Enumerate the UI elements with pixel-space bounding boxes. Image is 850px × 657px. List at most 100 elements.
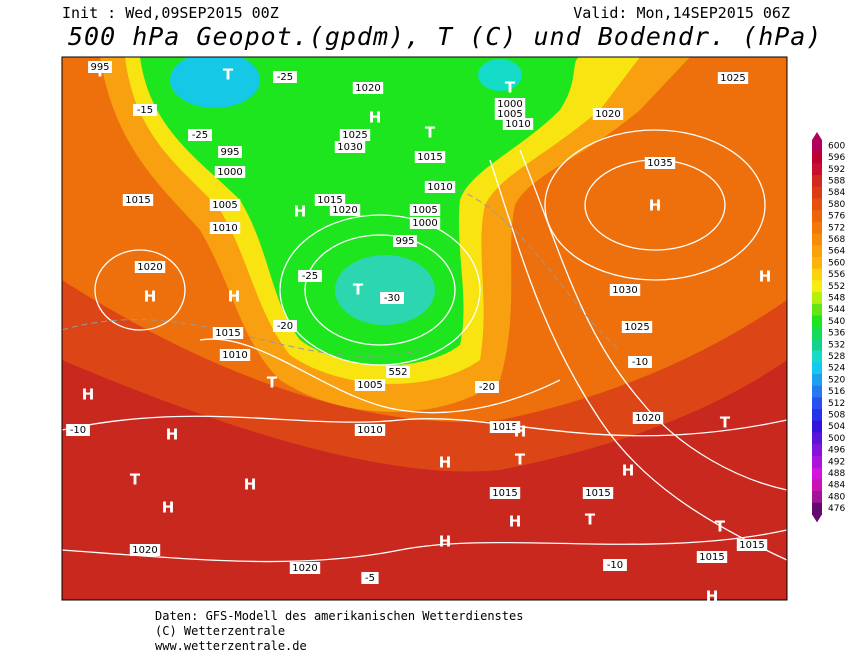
label-box <box>424 181 456 193</box>
colorbar-swatch <box>812 491 822 504</box>
isoline-label: 1015 <box>699 552 724 563</box>
isoline-label: 1010 <box>212 223 237 234</box>
colorbar-label: 520 <box>828 375 845 385</box>
colorbar-label: 596 <box>828 153 845 163</box>
isoline-label: 1020 <box>137 262 162 273</box>
colorbar: 6005965925885845805765725685645605565525… <box>812 132 845 523</box>
colorbar-label: 556 <box>828 270 845 280</box>
isoline-label: -20 <box>277 321 293 332</box>
pressure-center: H <box>622 462 635 480</box>
colorbar-swatch <box>812 397 822 410</box>
pressure-center: T <box>715 518 726 536</box>
label-box <box>188 129 212 141</box>
label-box <box>209 199 241 211</box>
pressure-center: H <box>244 476 257 494</box>
label-box <box>628 356 652 368</box>
colorbar-swatch <box>812 315 822 328</box>
isoline-label: 1020 <box>635 413 660 424</box>
colorbar-label: 480 <box>828 492 845 502</box>
colorbar-label: 504 <box>828 422 845 432</box>
colorbar-swatch <box>812 432 822 445</box>
colorbar-label: 544 <box>828 305 845 315</box>
isoline-label: -20 <box>479 382 495 393</box>
label-box <box>696 551 728 563</box>
pressure-center: H <box>369 109 382 127</box>
colorbar-arrow <box>812 132 822 140</box>
colorbar-swatch <box>812 350 822 363</box>
label-box <box>644 157 676 169</box>
label-box <box>133 104 157 116</box>
pressure-center: T <box>425 124 436 142</box>
map-labels: T995T-25T1000100510101020H-15-2599510001… <box>66 61 771 606</box>
pressure-center: H <box>162 499 175 517</box>
isoline-label: 1015 <box>492 488 517 499</box>
pressure-center: T <box>505 79 516 97</box>
label-box <box>219 349 251 361</box>
colorbar-label: 548 <box>828 293 845 303</box>
colorbar-swatch <box>812 385 822 398</box>
isoline-label: -25 <box>192 130 208 141</box>
colorbar-swatch <box>812 303 822 316</box>
colorbar-label: 584 <box>828 188 845 198</box>
colorbar-label: 576 <box>828 212 845 222</box>
colorbar-label: 524 <box>828 364 845 374</box>
isoline-label: 1020 <box>132 545 157 556</box>
colorbar-swatch <box>812 467 822 480</box>
label-box <box>609 284 641 296</box>
colorbar-label: 568 <box>828 235 845 245</box>
label-box <box>409 204 441 216</box>
isoline-label: -15 <box>137 105 153 116</box>
init-time: Init : Wed,09SEP2015 00Z <box>62 4 279 22</box>
footer-line: (C) Wetterzentrale <box>155 624 285 638</box>
label-box <box>717 72 749 84</box>
isoline-label: -5 <box>365 573 375 584</box>
colorbar-swatch <box>812 163 822 176</box>
isoline-label: 1015 <box>417 152 442 163</box>
label-box <box>603 559 627 571</box>
isoline-label: 995 <box>220 147 239 158</box>
colorbar-swatch <box>812 186 822 199</box>
label-box <box>489 487 521 499</box>
colorbar-swatch <box>812 221 822 235</box>
label-box <box>414 151 446 163</box>
colorbar-label: 528 <box>828 352 845 362</box>
colorbar-swatch <box>812 257 822 270</box>
footer-line: Daten: GFS-Modell des amerikanischen Wet… <box>155 609 523 623</box>
colorbar-label: 572 <box>828 223 845 233</box>
colorbar-swatch <box>812 420 822 433</box>
colorbar-label: 516 <box>828 387 845 397</box>
isoline-label: -10 <box>632 357 648 368</box>
pressure-center: T <box>223 66 234 84</box>
label-box <box>329 204 361 216</box>
colorbar-label: 564 <box>828 247 845 257</box>
label-box <box>314 194 346 206</box>
pressure-center: T <box>353 281 364 299</box>
colorbar-swatch <box>812 374 822 387</box>
label-box <box>298 270 322 282</box>
label-box <box>489 421 521 433</box>
pressure-center: H <box>649 197 662 215</box>
pressure-center: T <box>585 511 596 529</box>
pressure-center: H <box>228 288 241 306</box>
label-box <box>494 108 526 120</box>
colorbar-swatch <box>812 444 822 457</box>
label-box <box>134 261 166 273</box>
isoline-label: 1030 <box>337 142 362 153</box>
label-box <box>354 379 386 391</box>
pressure-center: H <box>514 423 527 441</box>
isoline-label: 1005 <box>212 200 237 211</box>
label-box <box>273 320 297 332</box>
pressure-center: H <box>166 426 179 444</box>
colorbar-swatch <box>812 409 822 422</box>
label-box <box>361 572 379 584</box>
label-box <box>502 118 534 130</box>
colorbar-arrow <box>812 514 822 523</box>
pressure-center: T <box>720 414 731 432</box>
pressure-center: T <box>130 471 141 489</box>
label-box <box>218 146 242 158</box>
footer-line: www.wetterzentrale.de <box>155 639 307 653</box>
pressure-center: T <box>267 374 278 392</box>
colorbar-swatch <box>812 140 822 153</box>
pressure-center: H <box>706 588 719 606</box>
isoline-label: 1000 <box>412 218 437 229</box>
